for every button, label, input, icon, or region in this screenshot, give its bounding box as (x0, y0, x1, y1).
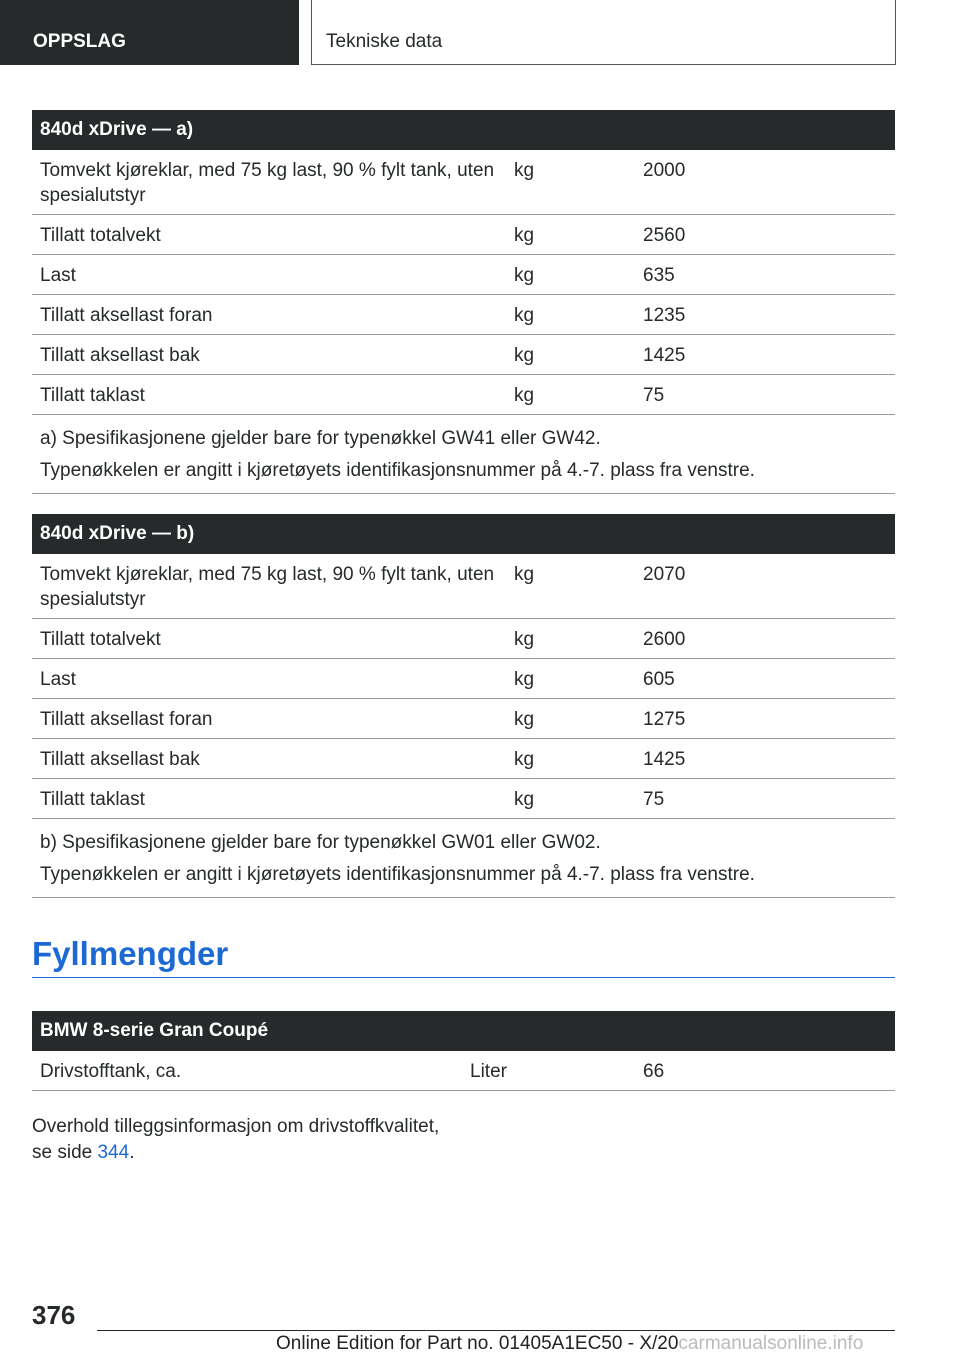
row-unit: kg (514, 385, 535, 406)
table-row: Tomvekt kjøreklar, med 75 kg last, 90 % … (32, 554, 895, 619)
row-unit: kg (514, 305, 535, 326)
row-value: 66 (643, 1061, 665, 1082)
page-number: 376 (32, 1300, 76, 1330)
table-row: Tillatt taklast kg 75 (32, 375, 895, 415)
row-unit: kg (514, 345, 535, 366)
row-unit: kg (514, 629, 535, 650)
table-row: Tillatt taklast kg 75 (32, 779, 895, 819)
fuel-table: BMW 8-serie Gran Coupé Drivstofftank, ca… (32, 1011, 895, 1091)
row-label: Tillatt aksellast foran (40, 305, 213, 326)
info-paragraph: Overhold tilleggsinformasjon om drivstof… (32, 1114, 439, 1166)
row-value: 635 (643, 265, 675, 286)
section-heading: Fyllmengder (32, 935, 895, 978)
row-unit: kg (514, 160, 535, 181)
chapter-title: Tekniske data (311, 0, 896, 65)
row-value: 1235 (643, 305, 686, 326)
row-unit: kg (514, 564, 535, 585)
row-unit: kg (514, 265, 535, 286)
row-label: Tillatt aksellast bak (40, 749, 200, 770)
row-label: Tillatt aksellast bak (40, 345, 200, 366)
row-value: 605 (643, 669, 675, 690)
row-label: Tomvekt kjøreklar, med 75 kg last, 90 % … (40, 160, 495, 206)
row-unit: kg (514, 669, 535, 690)
row-label: Tomvekt kjøreklar, med 75 kg last, 90 % … (40, 564, 495, 610)
row-unit: kg (514, 225, 535, 246)
table-title: 840d xDrive — a) (32, 110, 895, 150)
row-unit: kg (514, 749, 535, 770)
paragraph-text: se side (32, 1142, 98, 1163)
row-value: 75 (643, 789, 665, 810)
footer-text: Online Edition for Part no. 01405A1EC50 … (276, 1333, 863, 1355)
table-row: Tillatt totalvekt kg 2600 (32, 619, 895, 659)
paragraph-line: Overhold tilleggsinformasjon om drivstof… (32, 1116, 440, 1137)
note-line: b) Spesifikasjonene gjelder bare for typ… (40, 832, 601, 853)
spec-table-a: 840d xDrive — a) Tomvekt kjøreklar, med … (32, 110, 895, 494)
table-row: Last kg 605 (32, 659, 895, 699)
table-note: b) Spesifikasjonene gjelder bare for typ… (32, 819, 895, 898)
row-label: Tillatt taklast (40, 789, 145, 810)
note-line: a) Spesifikasjonene gjelder bare for typ… (40, 428, 601, 449)
row-label: Tillatt taklast (40, 385, 145, 406)
row-value: 2560 (643, 225, 686, 246)
table-row: Tomvekt kjøreklar, med 75 kg last, 90 % … (32, 150, 895, 215)
watermark: carmanualsonline.info (678, 1333, 864, 1354)
footer-divider (97, 1330, 895, 1331)
row-label: Drivstofftank, ca. (40, 1061, 182, 1082)
row-value: 2600 (643, 629, 686, 650)
row-unit: kg (514, 789, 535, 810)
table-title: BMW 8-serie Gran Coupé (32, 1011, 895, 1051)
row-label: Last (40, 265, 76, 286)
row-label: Last (40, 669, 76, 690)
row-value: 2070 (643, 564, 686, 585)
table-row: Tillatt aksellast foran kg 1275 (32, 699, 895, 739)
row-unit: kg (514, 709, 535, 730)
table-row: Tillatt aksellast foran kg 1235 (32, 295, 895, 335)
row-label: Tillatt aksellast foran (40, 709, 213, 730)
row-value: 1425 (643, 345, 686, 366)
edition-text: Online Edition for Part no. 01405A1EC50 … (276, 1333, 679, 1354)
section-tab: OPPSLAG (0, 0, 299, 65)
table-row: Tillatt aksellast bak kg 1425 (32, 335, 895, 375)
table-note: a) Spesifikasjonene gjelder bare for typ… (32, 415, 895, 494)
spec-table-b: 840d xDrive — b) Tomvekt kjøreklar, med … (32, 514, 895, 898)
table-row: Tillatt aksellast bak kg 1425 (32, 739, 895, 779)
row-value: 75 (643, 385, 665, 406)
table-row: Last kg 635 (32, 255, 895, 295)
table-row: Tillatt totalvekt kg 2560 (32, 215, 895, 255)
paragraph-text: . (129, 1142, 135, 1163)
row-unit: Liter (470, 1061, 507, 1082)
page-link[interactable]: 344 (97, 1142, 130, 1163)
table-row: Drivstofftank, ca. Liter 66 (32, 1051, 895, 1091)
row-value: 1275 (643, 709, 686, 730)
table-title: 840d xDrive — b) (32, 514, 895, 554)
note-line: Typenøkkelen er angitt i kjøretøyets ide… (40, 460, 755, 481)
row-label: Tillatt totalvekt (40, 225, 161, 246)
row-label: Tillatt totalvekt (40, 629, 161, 650)
note-line: Typenøkkelen er angitt i kjøretøyets ide… (40, 864, 755, 885)
row-value: 1425 (643, 749, 686, 770)
row-value: 2000 (643, 160, 686, 181)
